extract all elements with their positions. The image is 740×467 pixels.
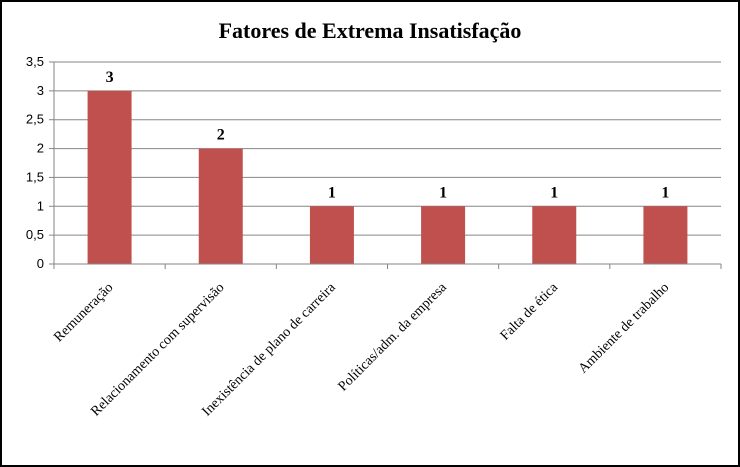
data-label: 2 [217, 127, 225, 144]
x-tick-label: Ambiente de trabalho [576, 280, 672, 376]
bar [87, 90, 132, 264]
y-tick-label: 3,5 [26, 54, 44, 69]
y-tick-label: 3 [37, 83, 44, 98]
x-tick-label: Falta de ética [498, 280, 562, 344]
y-tick-label: 0,5 [26, 227, 44, 242]
data-labels: 3 2 1 1 1 1 [106, 69, 670, 201]
y-tick-label: 0 [37, 256, 44, 271]
bars [87, 90, 688, 264]
data-label: 1 [328, 184, 336, 201]
x-tick-label: Políticas/adm. da empresa [336, 280, 451, 395]
data-label: 3 [106, 69, 114, 86]
bar [643, 206, 688, 264]
bar [309, 206, 354, 264]
y-tick-label: 1,5 [26, 169, 44, 184]
gridlines [49, 61, 721, 265]
x-tick-label: Remuneração [51, 280, 116, 345]
data-label: 1 [661, 184, 669, 201]
y-tick-label: 2,5 [26, 112, 44, 127]
chart-title: Fatores de Extrema Insatisfação [219, 18, 522, 43]
axes [53, 62, 722, 269]
y-axis-tick-labels: 0 0,5 1 1,5 2 2,5 3 3,5 [26, 54, 44, 271]
y-tick-label: 2 [37, 141, 44, 156]
y-tick-label: 1 [37, 198, 44, 213]
bar [532, 206, 577, 264]
bar [421, 206, 466, 264]
x-tick-label: Relacionamento com supervisão [88, 280, 227, 419]
bar [198, 148, 243, 264]
x-tick-label: Inexistência de plano de carreira [200, 280, 340, 420]
data-label: 1 [439, 184, 447, 201]
data-label: 1 [550, 184, 558, 201]
